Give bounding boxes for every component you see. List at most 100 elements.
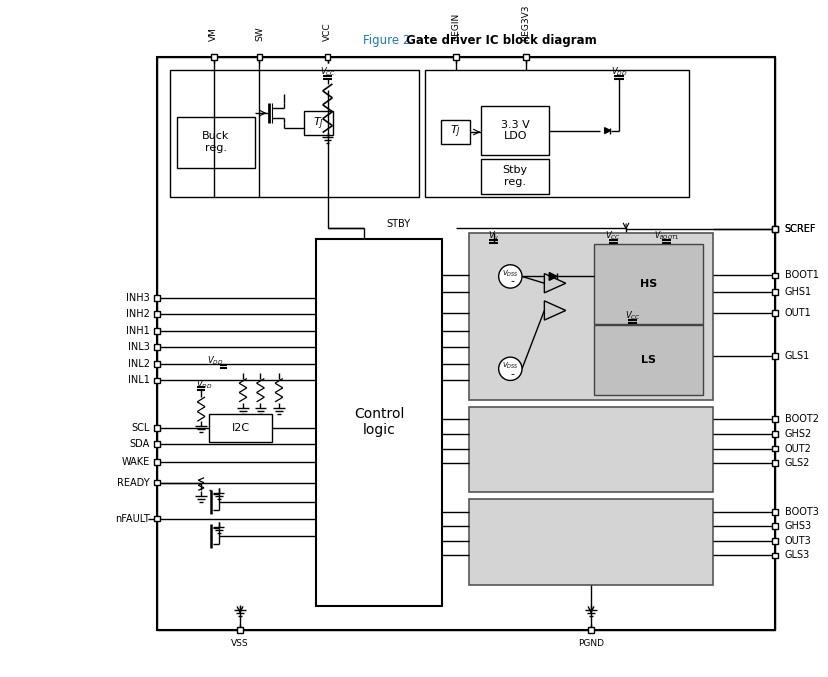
Circle shape	[498, 357, 522, 380]
Bar	[771, 226, 777, 232]
Text: VCC: VCC	[323, 22, 332, 41]
Bar	[237, 628, 243, 633]
Bar	[154, 516, 160, 521]
Text: INL3: INL3	[128, 343, 149, 353]
Bar	[480, 106, 549, 155]
Text: BOOT1: BOOT1	[783, 271, 817, 280]
Text: GLS2: GLS2	[783, 458, 809, 468]
Bar	[315, 238, 441, 606]
Bar	[154, 328, 160, 334]
Bar	[522, 53, 528, 60]
Bar	[210, 53, 216, 60]
Text: LS: LS	[640, 355, 655, 365]
Text: INL2: INL2	[128, 359, 149, 369]
Bar	[440, 120, 470, 144]
Text: GLS1: GLS1	[783, 351, 809, 361]
Bar	[325, 53, 330, 60]
Text: $V_{CC}$: $V_{CC}$	[604, 230, 621, 242]
Bar	[304, 111, 333, 135]
Text: $T_J$: $T_J$	[313, 115, 324, 131]
Text: SW: SW	[255, 26, 263, 41]
Text: REG3V3: REG3V3	[521, 5, 530, 41]
Text: Buck
reg.: Buck reg.	[202, 131, 229, 153]
Text: BOOT3: BOOT3	[783, 506, 817, 517]
Text: PGND: PGND	[577, 640, 604, 649]
Text: Control
logic: Control logic	[354, 407, 404, 437]
Bar	[170, 70, 418, 197]
Text: $V_{DSS}$: $V_{DSS}$	[502, 268, 518, 279]
Text: READY: READY	[117, 477, 149, 487]
Text: I2C: I2C	[231, 423, 249, 433]
Text: $T_J$: $T_J$	[450, 124, 460, 140]
Text: Stby
reg.: Stby reg.	[502, 165, 527, 187]
Bar	[593, 244, 702, 324]
Polygon shape	[604, 128, 609, 133]
Bar	[771, 311, 777, 316]
Text: OUT1: OUT1	[783, 309, 811, 318]
Polygon shape	[549, 273, 556, 280]
Text: STBY: STBY	[385, 219, 410, 229]
Text: $V_{BOOT1}$: $V_{BOOT1}$	[653, 230, 679, 242]
Text: INH3: INH3	[126, 293, 149, 303]
Text: SDA: SDA	[129, 439, 149, 449]
Bar	[154, 361, 160, 367]
Text: WAKE: WAKE	[121, 457, 149, 467]
Bar	[209, 414, 272, 441]
Bar	[771, 416, 777, 422]
Text: REGIN: REGIN	[450, 13, 460, 41]
Text: INH2: INH2	[126, 309, 149, 320]
Text: VM: VM	[209, 27, 218, 41]
Text: INL1: INL1	[128, 376, 149, 385]
Text: BOOT2: BOOT2	[783, 414, 817, 424]
Bar	[771, 289, 777, 295]
Bar	[771, 226, 777, 232]
Text: -: -	[510, 276, 513, 286]
Text: $V_{DD}$: $V_{DD}$	[610, 65, 627, 78]
Bar	[154, 378, 160, 383]
Text: VSS: VSS	[231, 640, 248, 649]
Bar	[154, 425, 160, 431]
Text: $V_{DSS}$: $V_{DSS}$	[502, 361, 518, 371]
Text: HS: HS	[639, 279, 657, 289]
Text: Figure 2.: Figure 2.	[363, 35, 414, 47]
Text: $V_{CC}$: $V_{CC}$	[624, 309, 640, 322]
Bar	[469, 407, 712, 492]
Text: 3.3 V
LDO: 3.3 V LDO	[500, 120, 529, 141]
Bar	[593, 325, 702, 395]
Bar	[469, 233, 712, 400]
Bar	[154, 311, 160, 318]
Bar	[154, 441, 160, 447]
Text: OUT3: OUT3	[783, 536, 811, 546]
Bar	[771, 509, 777, 515]
Bar	[771, 273, 777, 278]
Bar	[771, 445, 777, 452]
Text: $V_{CC}$: $V_{CC}$	[320, 65, 335, 78]
Bar	[771, 353, 777, 359]
Text: -: -	[510, 369, 513, 378]
Text: Gate driver IC block diagram: Gate driver IC block diagram	[402, 35, 596, 47]
Text: OUT2: OUT2	[783, 443, 811, 454]
Text: SCL: SCL	[131, 423, 149, 433]
Bar	[424, 70, 688, 197]
Text: nFAULT: nFAULT	[115, 514, 149, 523]
Text: GHS3: GHS3	[783, 521, 811, 531]
Bar	[154, 479, 160, 485]
Bar	[587, 628, 593, 633]
Circle shape	[498, 265, 522, 288]
Text: $V_u$: $V_u$	[488, 230, 498, 242]
Polygon shape	[544, 274, 565, 293]
Bar	[154, 295, 160, 301]
Polygon shape	[544, 301, 565, 320]
Bar	[469, 499, 712, 585]
Bar	[176, 117, 254, 167]
Text: GHS2: GHS2	[783, 429, 811, 439]
Bar	[157, 57, 774, 630]
Text: INH1: INH1	[126, 326, 149, 336]
Text: GLS3: GLS3	[783, 550, 809, 561]
Text: $V_{DD}$: $V_{DD}$	[207, 355, 224, 367]
Bar	[771, 552, 777, 559]
Bar	[771, 431, 777, 437]
Bar	[154, 345, 160, 350]
Bar	[480, 159, 549, 194]
Text: SCREF: SCREF	[783, 224, 815, 234]
